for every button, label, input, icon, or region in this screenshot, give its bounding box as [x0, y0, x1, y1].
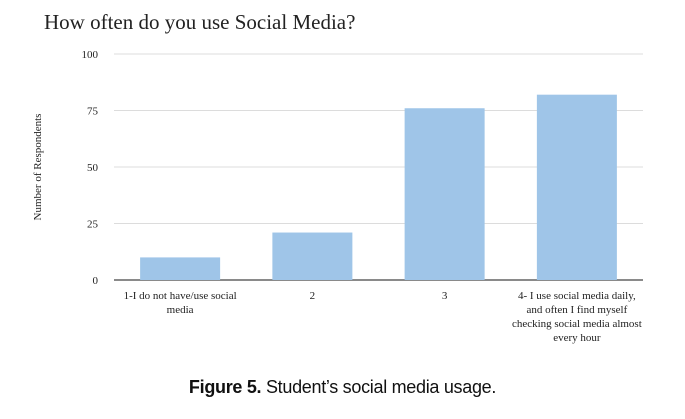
y-tick-label: 75: [87, 106, 99, 118]
figure-caption-text: Student’s social media usage.: [265, 377, 497, 397]
x-tick-label: 1-I do not have/use social media: [123, 290, 237, 316]
figure-caption-label: Figure 5.: [188, 377, 262, 397]
x-tick-label: 4- I use social media daily, and often I…: [511, 290, 642, 344]
y-tick-label: 100: [82, 49, 99, 61]
x-tick-label: 3: [441, 290, 448, 302]
x-tick-label: 2: [309, 290, 316, 302]
bar: [272, 232, 353, 280]
y-tick-label: 0: [93, 275, 99, 287]
chart-title: How often do you use Social Media?: [44, 10, 356, 34]
bar: [140, 257, 221, 280]
y-tick-label: 25: [87, 219, 99, 231]
y-tick-label: 50: [87, 162, 99, 174]
bar: [536, 94, 617, 281]
bar: [404, 108, 485, 281]
figure-caption: Figure 5. Student’s social media usage.: [0, 377, 685, 398]
